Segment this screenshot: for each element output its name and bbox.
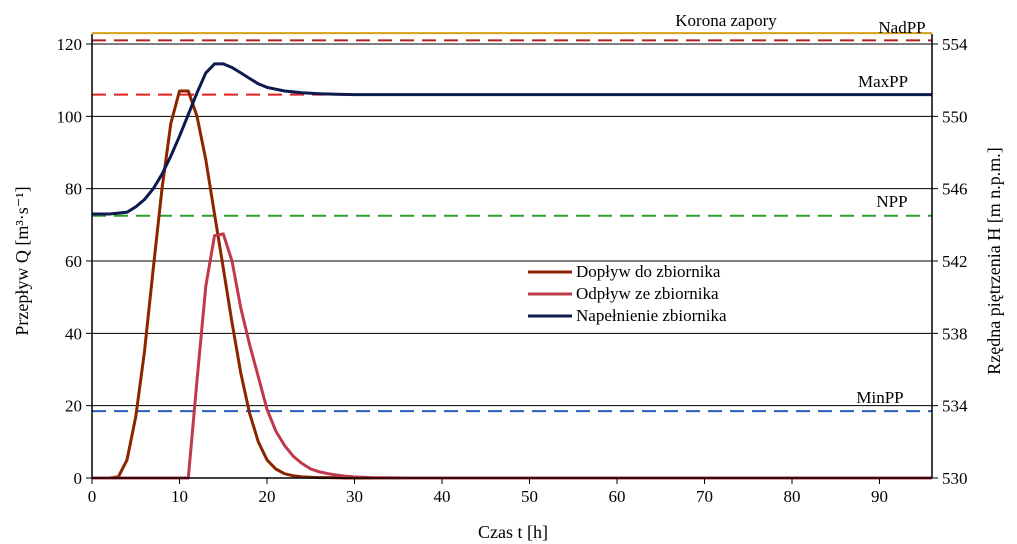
legend-entry: Dopływ do zbiornika [576,262,721,281]
y-tick-label: 120 [57,35,83,54]
series-line-2 [92,232,932,480]
x-tick-label: 30 [346,487,363,506]
y-tick-label: 0 [74,469,83,488]
y2-tick-label: 538 [942,324,968,343]
x-tick-label: 10 [171,487,188,506]
series-line-3 [92,62,932,216]
x-tick-label: 60 [609,487,626,506]
x-tick-label: 80 [784,487,801,506]
reference-label: NPP [876,192,907,211]
x-tick-label: 40 [434,487,451,506]
legend-entry: Napełnienie zbiornika [576,306,727,325]
reference-label: Korona zapory [675,11,777,30]
x-tick-label: 50 [521,487,538,506]
y-tick-label: 40 [65,324,82,343]
grid [92,43,932,407]
y2-tick-label: 546 [942,180,968,199]
series-line-1 [92,89,932,480]
x-tick-label: 90 [871,487,888,506]
reference-label: NadPP [878,18,925,37]
x-axis-label: Czas t [h] [478,522,548,542]
reference-label: MinPP [856,388,903,407]
y-tick-label: 80 [65,180,82,199]
legend-entry: Odpływ ze zbiornika [576,284,719,303]
reference-label: MaxPP [858,72,908,91]
y2-tick-label: 534 [942,397,968,416]
y-axis-label: Przepływ Q [m³·s⁻¹] [12,186,32,335]
y2-tick-label: 550 [942,107,968,126]
legend: Dopływ do zbiornika Odpływ ze zbiornika Na… [528,262,727,325]
series-group [92,62,932,480]
y2-tick-label: 530 [942,469,968,488]
ticks: 0 10 20 30 40 50 60 70 80 90 0 20 40 60 80 100 120 530 534… [57,35,969,506]
y-tick-label: 20 [65,397,82,416]
y-tick-label: 100 [57,107,83,126]
y-tick-label: 60 [65,252,82,271]
reference-lines: Korona zapory NadPP MaxPP NPP MinPP [92,11,932,413]
y2-tick-label: 542 [942,252,968,271]
x-tick-label: 0 [88,487,97,506]
x-tick-label: 70 [696,487,713,506]
y2-tick-label: 554 [942,35,968,54]
x-tick-label: 20 [259,487,276,506]
y2-axis-label: Rzędna piętrzenia H [m n.p.m.] [984,147,1004,374]
